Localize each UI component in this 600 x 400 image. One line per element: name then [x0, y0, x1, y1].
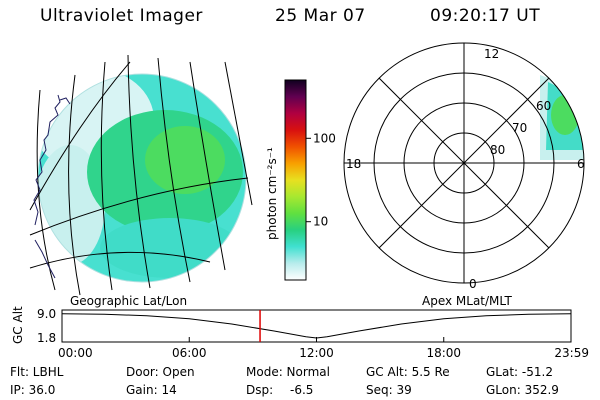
- parallel-grid: [29, 61, 249, 269]
- parallel-line: [29, 177, 249, 236]
- colorbar-tick-label: 10: [313, 215, 328, 229]
- mlt-label-18: 18: [346, 157, 361, 171]
- orbit-altitude-line: [61, 313, 572, 339]
- ip-status: IP: 36.0: [10, 383, 56, 397]
- image-time: 09:20:17 UT: [430, 6, 541, 26]
- meridian-line: [224, 61, 253, 206]
- mlat-label-60: 60: [536, 99, 551, 113]
- altitude-ytick-high: 9.0: [37, 307, 56, 321]
- geographic-image: [29, 54, 253, 296]
- mlat-label-70: 70: [512, 121, 527, 135]
- mlat-label-80: 80: [490, 143, 505, 157]
- gain-status: Gain: 14: [126, 383, 177, 397]
- meridian-line: [157, 57, 191, 283]
- meridian-line: [68, 74, 81, 296]
- mlt-label-6: 6: [577, 157, 585, 171]
- dsp-value: -6.5: [290, 383, 314, 397]
- meridian-line: [100, 61, 113, 291]
- coastline-path: [34, 239, 56, 279]
- altitude-x-tick-label: 23:59: [554, 346, 589, 360]
- altitude-plot: 00:00 06:00 12:00 18:00 23:59 9.0 1.8 GC Alt: [11, 306, 589, 360]
- coastline-path: [33, 94, 61, 226]
- image-date: 25 Mar 07: [275, 6, 366, 26]
- meridian-line: [189, 61, 226, 271]
- mlt-label-0: 0: [469, 277, 477, 291]
- sequence-status: Seq: 39: [366, 383, 412, 397]
- door-status: Door: Open: [126, 365, 195, 379]
- mlt-label-12: 12: [484, 47, 499, 61]
- glon-status: GLon: 352.9: [486, 383, 559, 397]
- colorbar-unit-label: photon cm⁻²s⁻¹: [265, 147, 279, 240]
- altitude-x-tick-label: 12:00: [299, 346, 334, 360]
- meridian-grid: [36, 54, 253, 296]
- filter-status: Flt: LBHL: [10, 365, 64, 379]
- mlt-spokes: [344, 43, 584, 283]
- altitude-ylabel: GC Alt: [11, 306, 25, 344]
- mode-status: Mode: Normal: [246, 365, 330, 379]
- polar-emission-bright: [551, 95, 579, 135]
- apex-panel-label: Apex MLat/MLT: [422, 294, 512, 308]
- altitude-x-ticks: 00:00 06:00 12:00 18:00 23:59: [58, 337, 589, 360]
- colorbar-ticks: 100 10: [306, 131, 336, 229]
- spoke-diagonal: [378, 77, 550, 249]
- coastline: [33, 94, 71, 279]
- coastline-path: [59, 97, 71, 105]
- altitude-x-tick-label: 00:00: [58, 346, 93, 360]
- colorbar-scale: [284, 79, 307, 281]
- parallel-line: [29, 251, 211, 269]
- altitude-x-tick-label: 06:00: [172, 346, 207, 360]
- emission-brightest-patch: [145, 126, 225, 194]
- polar-plot: 12 18 6 0 60 70 80: [343, 42, 585, 291]
- altitude-x-tick-label: 18:00: [426, 346, 461, 360]
- colorbar: 100 10 photon cm⁻²s⁻¹: [265, 79, 336, 281]
- parallel-line: [29, 61, 131, 211]
- gc-alt-status: GC Alt: 5.5 Re: [366, 365, 450, 379]
- altitude-ytick-low: 1.8: [37, 331, 56, 345]
- dsp-label: Dsp:: [246, 383, 274, 397]
- meridian-line: [127, 54, 151, 289]
- colorbar-tick-label: 100: [313, 131, 336, 145]
- instrument-title: Ultraviolet Imager: [40, 6, 203, 26]
- glat-status: GLat: -51.2: [486, 365, 553, 379]
- geographic-panel-label: Geographic Lat/Lon: [70, 294, 188, 308]
